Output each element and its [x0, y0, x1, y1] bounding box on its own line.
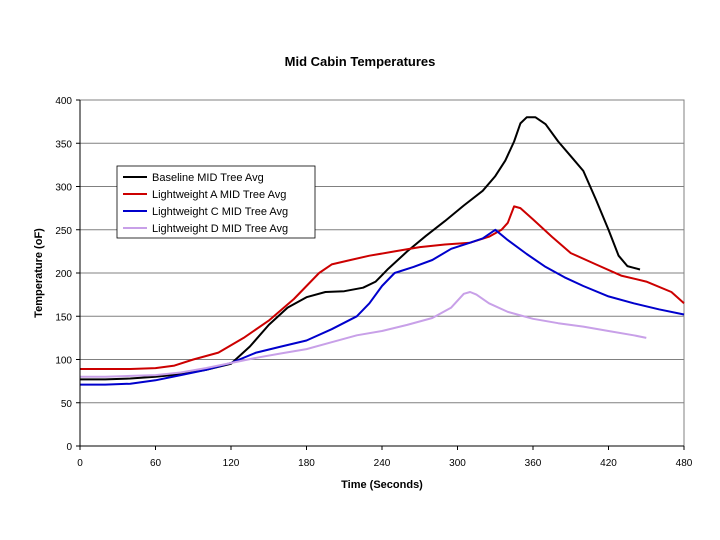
- x-axis-ticks: 0 60 120 180 240 300 360 420 480: [77, 445, 693, 469]
- x-tick-label: 360: [525, 458, 542, 469]
- y-tick-label: 350: [55, 139, 72, 150]
- y-tick-label: 50: [61, 399, 73, 410]
- x-tick-label: 480: [676, 458, 693, 469]
- legend-label-2: Lightweight A MID Tree Avg: [152, 189, 286, 201]
- legend-label-4: Lightweight D MID Tree Avg: [152, 223, 288, 235]
- x-tick-label: 420: [600, 458, 617, 469]
- legend-label-1: Baseline MID Tree Avg: [152, 172, 264, 184]
- y-tick-label: 100: [55, 356, 72, 367]
- legend: Baseline MID Tree Avg Lightweight A MID T…: [116, 165, 316, 239]
- y-axis-title: Temperature (oF): [33, 228, 45, 318]
- y-tick-label: 200: [55, 269, 72, 280]
- x-tick-label: 120: [223, 458, 240, 469]
- y-tick-label: 300: [55, 183, 72, 194]
- legend-label-3: Lightweight C MID Tree Avg: [152, 206, 288, 218]
- series-line-2: [80, 205, 685, 370]
- x-tick-label: 300: [449, 458, 466, 469]
- y-tick-label: 150: [55, 312, 72, 323]
- y-axis-ticks: 0 50 100 150 200 250 300 350 400: [55, 96, 81, 453]
- series-line-3: [80, 228, 685, 386]
- series-layer: [80, 116, 685, 386]
- legend-box: [116, 165, 316, 239]
- x-tick-label: 60: [150, 458, 162, 469]
- y-tick-label: 400: [55, 96, 72, 107]
- chart-title: Mid Cabin Temperatures: [285, 54, 436, 69]
- x-tick-label: 180: [298, 458, 315, 469]
- series-line-4: [80, 291, 647, 378]
- x-axis-title: Time (Seconds): [341, 479, 423, 491]
- y-tick-label: 0: [66, 442, 72, 453]
- x-tick-label: 240: [374, 458, 391, 469]
- x-tick-label: 0: [77, 458, 83, 469]
- y-tick-label: 250: [55, 226, 72, 237]
